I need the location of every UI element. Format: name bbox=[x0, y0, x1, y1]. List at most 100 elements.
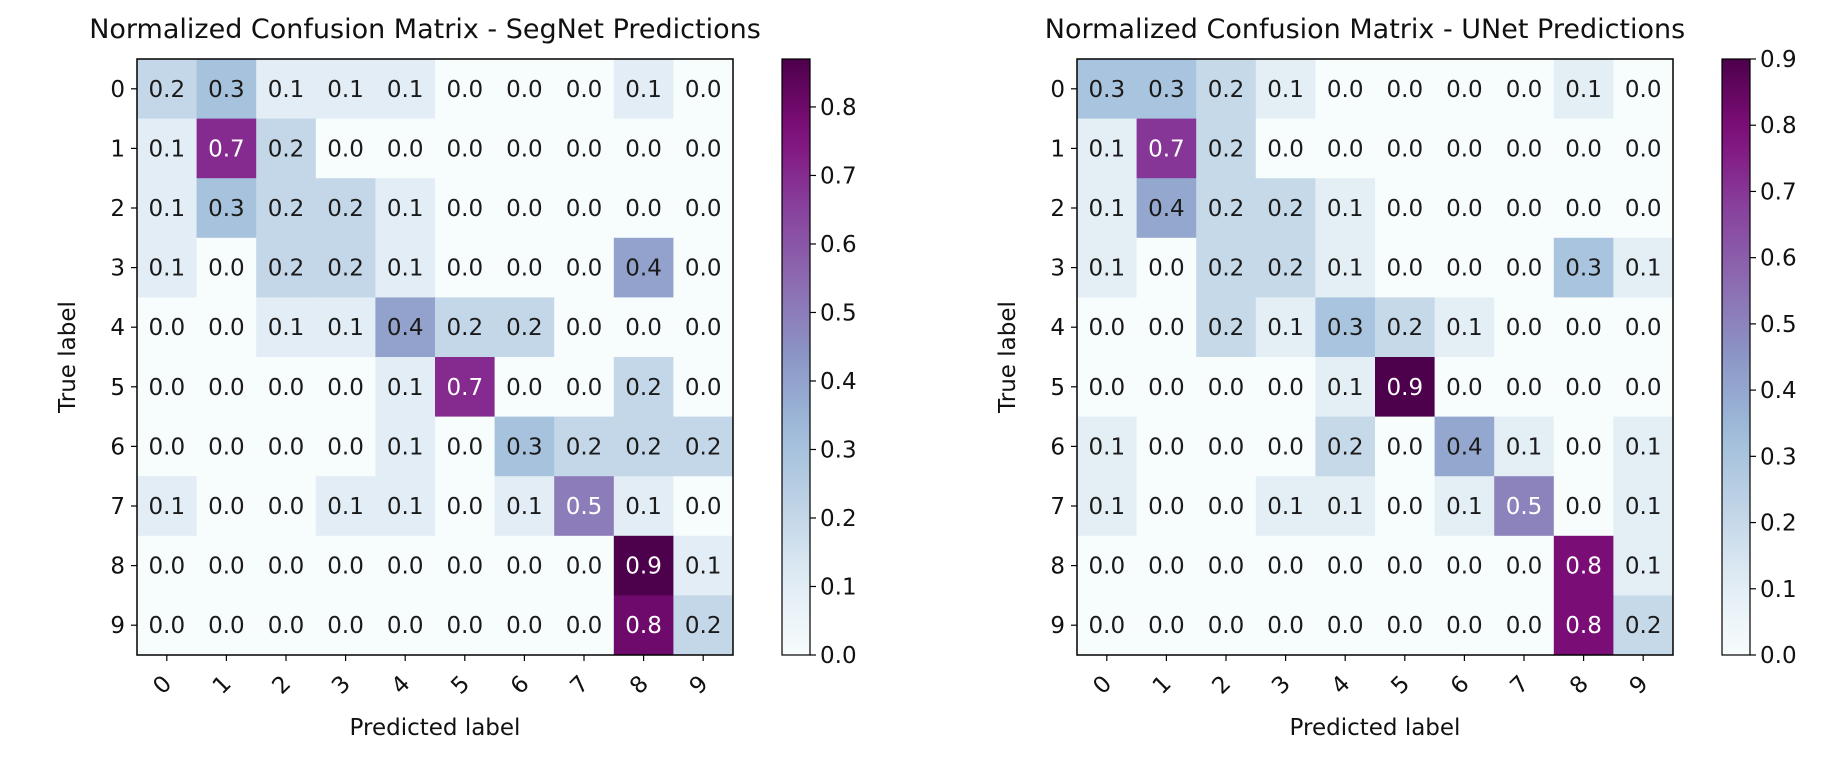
matrix-cell bbox=[1434, 416, 1495, 477]
matrix-cell bbox=[1494, 297, 1555, 358]
cell-value-label: 0.1 bbox=[327, 315, 364, 341]
cell-value-label: 0.2 bbox=[1208, 77, 1245, 103]
x-tick-label: 5 bbox=[446, 671, 475, 700]
matrix-cell bbox=[1255, 237, 1316, 298]
cell-value-label: 0.0 bbox=[327, 136, 364, 162]
cell-value-label: 0.0 bbox=[685, 375, 722, 401]
cell-value-label: 0.2 bbox=[268, 256, 305, 282]
cell-value-label: 0.0 bbox=[1565, 434, 1602, 460]
matrix-cell bbox=[554, 357, 615, 418]
matrix-cell bbox=[494, 118, 555, 179]
matrix-cell bbox=[1196, 595, 1257, 656]
cell-value-label: 0.0 bbox=[447, 554, 484, 580]
y-tick-label: 2 bbox=[1050, 196, 1065, 222]
matrix-cell bbox=[1434, 357, 1495, 418]
matrix-cell bbox=[375, 416, 436, 477]
matrix-cell bbox=[1494, 535, 1555, 596]
matrix-cell bbox=[1613, 535, 1674, 596]
cell-value-label: 0.1 bbox=[149, 256, 186, 282]
cell-value-label: 0.0 bbox=[1506, 613, 1543, 639]
cell-value-label: 0.1 bbox=[1327, 375, 1364, 401]
x-tick-label: 8 bbox=[1565, 671, 1594, 700]
colorbar bbox=[782, 59, 810, 655]
matrix-cell bbox=[1553, 535, 1614, 596]
matrix-cell bbox=[1553, 595, 1614, 656]
matrix-cell bbox=[1077, 297, 1138, 358]
matrix-cell bbox=[435, 237, 496, 298]
matrix-cell bbox=[1494, 178, 1555, 239]
matrix-cell bbox=[1553, 118, 1614, 179]
matrix-cell bbox=[435, 297, 496, 358]
cell-value-label: 0.4 bbox=[387, 315, 424, 341]
cell-value-label: 0.0 bbox=[685, 196, 722, 222]
matrix-cell bbox=[375, 297, 436, 358]
cell-value-label: 0.0 bbox=[685, 77, 722, 103]
matrix-cell bbox=[196, 118, 257, 179]
matrix-cell bbox=[1494, 476, 1555, 537]
y-tick-label: 3 bbox=[1050, 256, 1065, 282]
matrix-cell bbox=[256, 118, 317, 179]
colorbar bbox=[1722, 59, 1750, 655]
cell-value-label: 0.0 bbox=[685, 136, 722, 162]
x-tick-label: 3 bbox=[327, 671, 356, 700]
cell-value-label: 0.0 bbox=[1506, 315, 1543, 341]
cell-value-label: 0.1 bbox=[1089, 196, 1126, 222]
colorbar-tick-label: 0.0 bbox=[820, 643, 857, 669]
cell-value-label: 0.0 bbox=[268, 434, 305, 460]
matrix-cell bbox=[494, 237, 555, 298]
matrix-cell bbox=[494, 59, 555, 120]
matrix-cell bbox=[315, 595, 376, 656]
x-tick-label: 3 bbox=[1267, 671, 1296, 700]
cell-value-label: 0.0 bbox=[1446, 77, 1483, 103]
x-tick-label: 6 bbox=[1446, 671, 1475, 700]
matrix-cell bbox=[1255, 178, 1316, 239]
cell-value-label: 0.3 bbox=[208, 77, 245, 103]
matrix-cell bbox=[1434, 237, 1495, 298]
y-tick-label: 4 bbox=[1050, 315, 1065, 341]
cell-value-label: 0.2 bbox=[149, 77, 186, 103]
cell-value-label: 0.0 bbox=[1446, 375, 1483, 401]
matrix-cell bbox=[1553, 59, 1614, 120]
cell-value-label: 0.0 bbox=[447, 613, 484, 639]
cell-value-label: 0.0 bbox=[1267, 136, 1304, 162]
cell-value-label: 0.0 bbox=[1089, 315, 1126, 341]
cell-value-label: 0.1 bbox=[1267, 77, 1304, 103]
cell-value-label: 0.0 bbox=[506, 196, 543, 222]
matrix-cell bbox=[1613, 59, 1674, 120]
cell-value-label: 0.0 bbox=[1625, 136, 1662, 162]
colorbar-tick-label: 0.1 bbox=[1760, 577, 1797, 603]
matrix-cell bbox=[1315, 118, 1376, 179]
matrix-cell bbox=[1315, 476, 1376, 537]
cell-value-label: 0.0 bbox=[1327, 554, 1364, 580]
cell-value-label: 0.0 bbox=[1506, 196, 1543, 222]
cell-value-label: 0.1 bbox=[149, 494, 186, 520]
matrix-cell bbox=[1494, 416, 1555, 477]
matrix-cell bbox=[315, 297, 376, 358]
cell-value-label: 0.0 bbox=[566, 375, 603, 401]
cell-value-label: 0.1 bbox=[625, 494, 662, 520]
cell-value-label: 0.1 bbox=[1089, 434, 1126, 460]
cell-value-label: 0.1 bbox=[387, 494, 424, 520]
matrix-cell bbox=[673, 237, 734, 298]
matrix-cell bbox=[435, 59, 496, 120]
cell-value-label: 0.1 bbox=[1625, 554, 1662, 580]
matrix-cell bbox=[1494, 595, 1555, 656]
cell-value-label: 0.1 bbox=[1327, 256, 1364, 282]
matrix-cell bbox=[1494, 118, 1555, 179]
matrix-cell bbox=[315, 59, 376, 120]
matrix-cell bbox=[1434, 59, 1495, 120]
cell-value-label: 0.0 bbox=[1565, 196, 1602, 222]
matrix-cell bbox=[1077, 118, 1138, 179]
cell-value-label: 0.0 bbox=[566, 315, 603, 341]
cell-value-label: 0.3 bbox=[208, 196, 245, 222]
cell-value-label: 0.2 bbox=[1208, 315, 1245, 341]
cell-value-label: 0.1 bbox=[327, 494, 364, 520]
colorbar-tick-label: 0.0 bbox=[1760, 643, 1797, 669]
matrix-cell bbox=[1196, 357, 1257, 418]
cell-value-label: 0.0 bbox=[268, 375, 305, 401]
cell-value-label: 0.0 bbox=[327, 613, 364, 639]
y-tick-label: 6 bbox=[110, 434, 125, 460]
matrix-cell bbox=[137, 237, 198, 298]
matrix-cell bbox=[196, 237, 257, 298]
cell-value-label: 0.2 bbox=[1327, 434, 1364, 460]
